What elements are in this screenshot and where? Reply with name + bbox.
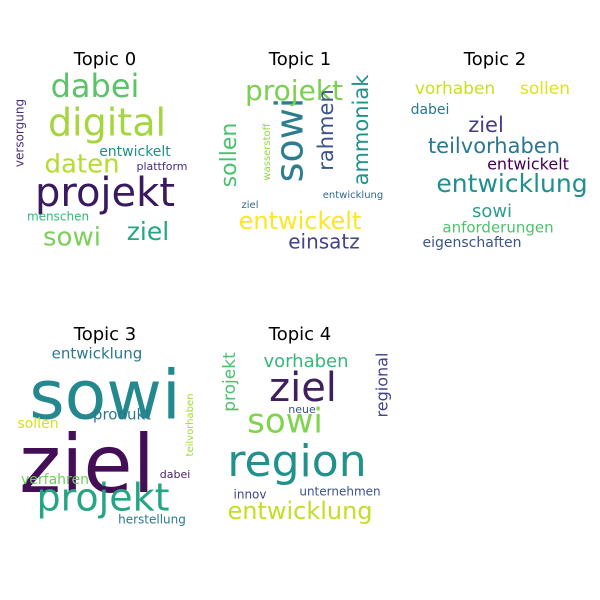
word-sowi: sowi: [43, 223, 101, 253]
word-vorhaben: vorhaben: [263, 351, 348, 372]
word-regional: regional: [373, 353, 392, 418]
word-entwicklung: entwicklung: [323, 190, 383, 201]
word-region: region: [227, 436, 366, 487]
word-dabei: dabei: [411, 102, 450, 118]
word-entwicklung: entwicklung: [436, 169, 587, 198]
word-entwickelt: entwickelt: [99, 144, 171, 160]
word-verfahren: verfahren: [21, 472, 89, 488]
word-projekt: projekt: [220, 352, 240, 412]
panel-title: Topic 3: [73, 324, 136, 345]
word-innov: innov: [234, 488, 267, 502]
word-projekt: projekt: [37, 476, 170, 520]
word-entwicklung: entwicklung: [52, 345, 143, 363]
panel-title: Topic 4: [268, 324, 331, 345]
word-ammoniak: ammoniak: [349, 74, 373, 186]
word-neue: neue: [288, 403, 316, 416]
word-sollen: sollen: [17, 416, 58, 432]
word-produkt: produkt: [93, 406, 151, 424]
word-entwicklung: entwicklung: [227, 497, 372, 525]
word-dabei: dabei: [51, 67, 140, 105]
word-daten: daten: [44, 150, 119, 180]
word-sollen: sollen: [217, 123, 242, 188]
word-entwickelt: entwickelt: [239, 207, 362, 235]
panel-title: Topic 1: [268, 49, 331, 70]
word-ziel: ziel: [468, 113, 504, 137]
word-ziel: ziel: [242, 200, 259, 211]
word-anforderungen: anforderungen: [442, 219, 553, 237]
word-ziel: ziel: [19, 418, 155, 511]
word-sollen: sollen: [520, 79, 570, 99]
word-plattform: plattform: [136, 160, 187, 173]
word-sowi: sowi: [29, 357, 181, 436]
word-unternehmen: unternehmen: [299, 485, 380, 499]
word-dabei: dabei: [160, 468, 191, 481]
word-teilvorhaben: teilvorhaben: [185, 394, 196, 457]
word-projekt: projekt: [35, 170, 175, 216]
word-wasserstoff: wasserstoff: [262, 122, 273, 180]
word-einsatz: einsatz: [288, 230, 360, 254]
word-sowi: sowi: [472, 201, 512, 222]
panel-title: Topic 0: [73, 49, 136, 70]
word-rahmen: rahmen: [314, 89, 338, 171]
word-sowi: sowi: [247, 402, 323, 442]
word-vorhaben: vorhaben: [415, 79, 495, 99]
word-ziel: ziel: [127, 217, 169, 246]
word-menschen: menschen: [27, 210, 89, 224]
word-ziel: ziel: [269, 365, 337, 411]
word-versorgung: versorgung: [13, 99, 27, 167]
word-digital: digital: [48, 101, 166, 145]
word-teilvorhaben: teilvorhaben: [428, 134, 560, 158]
word-projekt: projekt: [245, 74, 343, 107]
word-sowi: sowi: [268, 98, 312, 183]
word-entwickelt: entwickelt: [487, 155, 569, 174]
word-herstellung: herstellung: [118, 513, 186, 527]
word-eigenschaften: eigenschaften: [423, 235, 522, 251]
panel-title: Topic 2: [463, 49, 526, 70]
